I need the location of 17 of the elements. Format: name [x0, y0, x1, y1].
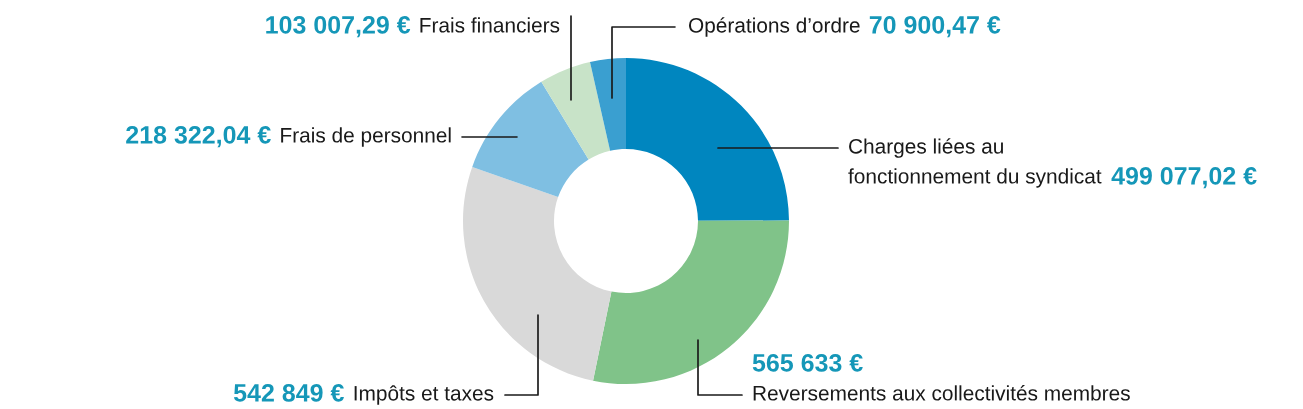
slice-label: Frais financiers	[420, 17, 560, 33]
donut-slice	[541, 62, 611, 160]
data-label: 103 007,29 €	[266, 16, 411, 38]
slice-label: Charges liées au fonctionnement du syndicat	[848, 138, 1102, 188]
data-label: 70 900,47 €	[869, 16, 1001, 38]
donut-slice	[463, 166, 612, 381]
slice-label: Opérations d’ordre	[688, 17, 860, 37]
donut-slice	[589, 58, 626, 151]
donut-slice	[472, 81, 589, 198]
data-label: 499 077,02 €	[1111, 167, 1257, 189]
slice-label: Frais de personnel	[281, 127, 451, 147]
data-label: 542 849 €	[233, 384, 344, 402]
slice-label: Reversements aux collectivités membres	[753, 385, 1130, 401]
donut-slice	[626, 58, 789, 221]
data-label: 218 322,04 €	[126, 126, 271, 148]
data-label: 565 633 €	[752, 354, 863, 372]
slice-label: Impôts et taxes	[354, 385, 494, 405]
